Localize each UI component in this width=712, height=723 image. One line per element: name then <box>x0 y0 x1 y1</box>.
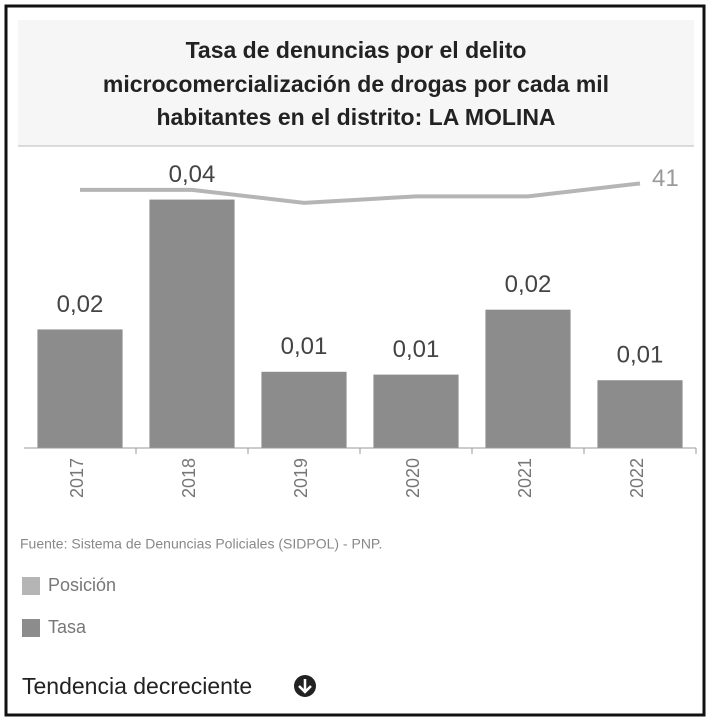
bar <box>597 380 683 448</box>
legend-label: Tasa <box>48 617 87 637</box>
x-tick-label: 2017 <box>67 458 87 498</box>
bar <box>149 199 235 448</box>
source-note: Fuente: Sistema de Denuncias Policiales … <box>20 536 382 552</box>
trend-icon <box>294 675 316 697</box>
chart-title: microcomercialización de drogas por cada… <box>103 71 609 97</box>
legend-swatch <box>22 577 40 595</box>
trend-label: Tendencia decreciente <box>22 673 252 699</box>
x-tick-label: 2018 <box>179 458 199 498</box>
line <box>80 181 641 205</box>
data-label: 0,01 <box>281 333 328 360</box>
data-label: 0,01 <box>617 342 664 369</box>
data-label: 0,01 <box>393 336 440 363</box>
chart-title: habitantes en el distrito: LA MOLINA <box>156 104 555 130</box>
x-tick-label: 2022 <box>627 458 647 498</box>
title-band <box>18 20 694 146</box>
trend-icon-arrow <box>298 679 312 694</box>
x-tick-label: 2021 <box>515 458 535 498</box>
data-label: 0,02 <box>57 291 104 318</box>
bar <box>261 371 347 448</box>
bar <box>485 309 571 448</box>
data-label: 0,04 <box>169 161 216 188</box>
x-tick-label: 2019 <box>291 458 311 498</box>
legend-swatch <box>22 619 40 637</box>
bar <box>37 329 123 448</box>
data-label: 0,02 <box>505 271 552 298</box>
legend-label: Posición <box>48 575 116 595</box>
data-label: 41 <box>652 165 679 192</box>
chart-title: Tasa de denuncias por el delito <box>186 37 527 63</box>
bar <box>373 374 459 448</box>
x-tick-label: 2020 <box>403 458 423 498</box>
